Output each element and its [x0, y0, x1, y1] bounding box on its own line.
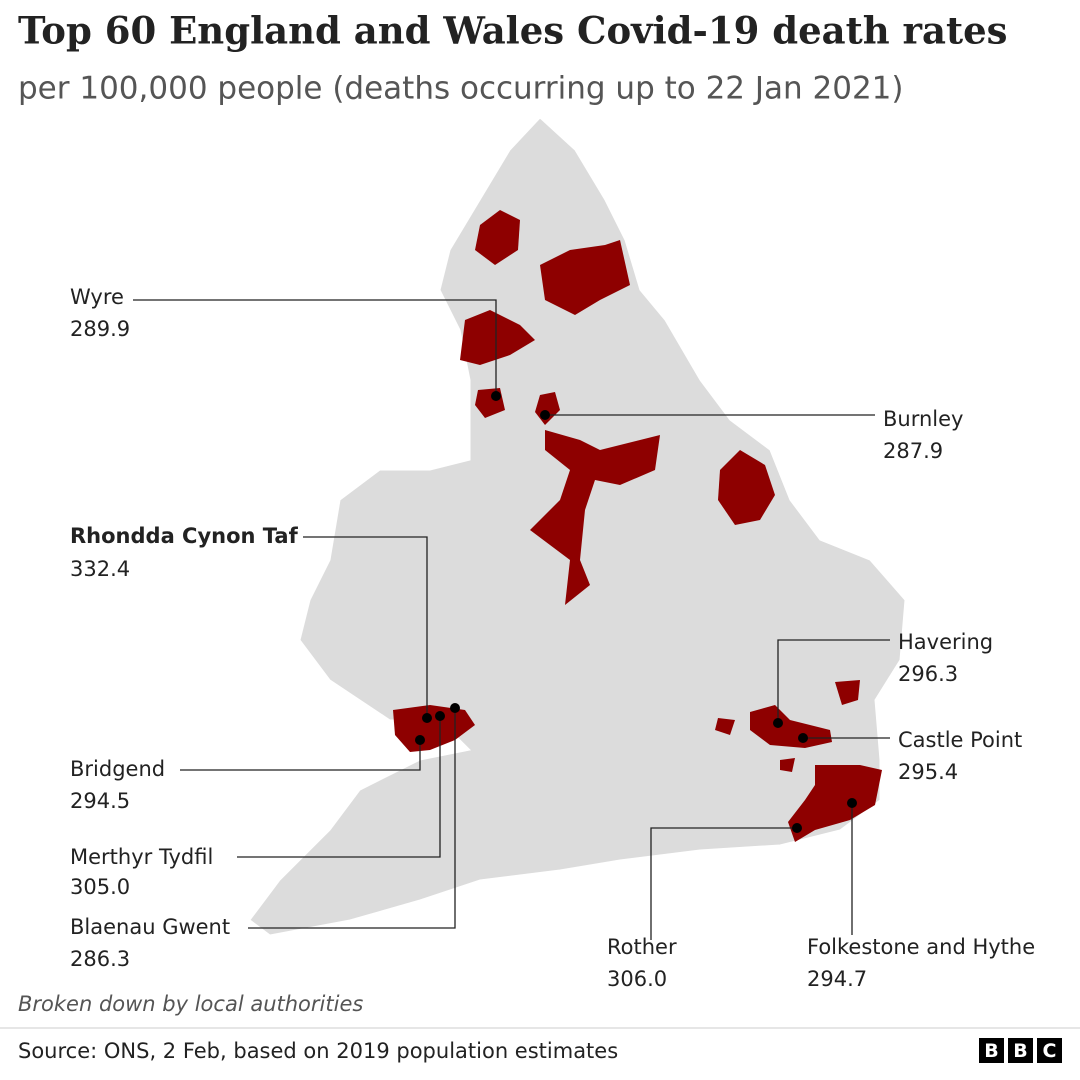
area-value: 332.4 [70, 557, 130, 581]
area-value: 294.7 [807, 967, 867, 991]
area-value: 287.9 [883, 439, 943, 463]
area-name: Folkestone and Hythe [807, 935, 1035, 959]
area-name: Castle Point [898, 728, 1022, 752]
area-value: 305.0 [70, 875, 130, 899]
area-name: Rhondda Cynon Taf [70, 524, 299, 548]
area-value: 295.4 [898, 760, 958, 784]
logo-letter: B [984, 1040, 998, 1062]
area-value: 294.5 [70, 789, 130, 813]
area-name: Blaenau Gwent [70, 915, 230, 939]
area-name: Bridgend [70, 757, 165, 781]
area-name: Wyre [70, 285, 124, 309]
area-value: 286.3 [70, 947, 130, 971]
area-name: Havering [898, 630, 993, 654]
title: Top 60 England and Wales Covid-19 death … [18, 9, 1007, 53]
area-name: Merthyr Tydfil [70, 845, 213, 869]
area-value: 296.3 [898, 662, 958, 686]
points [415, 391, 857, 833]
leaders [133, 299, 890, 940]
bbc-logo: B B C [979, 1038, 1062, 1063]
area-value: 306.0 [607, 967, 667, 991]
area-name: Burnley [883, 407, 963, 431]
logo-letter: B [1013, 1040, 1027, 1062]
labels: Wyre 289.9 Burnley 287.9 Rhondda Cynon T… [70, 285, 1035, 991]
area-value: 289.9 [70, 317, 130, 341]
note: Broken down by local authorities [18, 992, 363, 1016]
area-name: Rother [607, 935, 677, 959]
logo-letter: C [1043, 1040, 1057, 1062]
source: Source: ONS, 2 Feb, based on 2019 popula… [18, 1039, 618, 1063]
subtitle: per 100,000 people (deaths occurring up … [18, 71, 904, 107]
